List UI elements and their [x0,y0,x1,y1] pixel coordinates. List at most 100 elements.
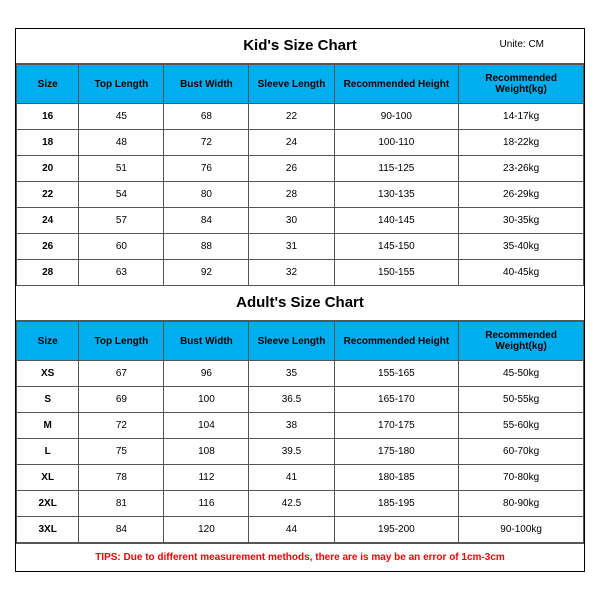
table-row: 1645682290-10014-17kg [17,104,584,130]
col-bust-width: Bust Width [164,65,249,104]
table-row: M7210438170-17555-60kg [17,413,584,439]
kids-table: Size Top Length Bust Width Sleeve Length… [16,64,584,286]
col-rec-weight: Recommended Weight(kg) [459,322,584,361]
table-cell: 75 [79,439,164,465]
table-cell: 48 [79,130,164,156]
col-top-length: Top Length [79,65,164,104]
table-cell: 26 [17,234,79,260]
table-cell: 80-90kg [459,491,584,517]
col-rec-height: Recommended Height [334,322,459,361]
table-cell: 90-100 [334,104,459,130]
table-cell: 18-22kg [459,130,584,156]
adults-table: Size Top Length Bust Width Sleeve Length… [16,321,584,543]
col-sleeve-length: Sleeve Length [249,65,334,104]
table-cell: 41 [249,465,334,491]
table-cell: 155-165 [334,361,459,387]
table-cell: 96 [164,361,249,387]
table-row: 2XL8111642.5185-19580-90kg [17,491,584,517]
table-cell: 31 [249,234,334,260]
table-cell: 60 [79,234,164,260]
table-cell: 84 [79,517,164,543]
table-cell: 84 [164,208,249,234]
table-cell: 76 [164,156,249,182]
table-cell: 165-170 [334,387,459,413]
table-cell: 28 [249,182,334,208]
table-row: 18487224100-11018-22kg [17,130,584,156]
table-row: 26608831145-15035-40kg [17,234,584,260]
table-cell: 100 [164,387,249,413]
table-cell: S [17,387,79,413]
tips-note: TIPS: Due to different measurement metho… [16,543,584,571]
table-cell: 26-29kg [459,182,584,208]
table-cell: 45-50kg [459,361,584,387]
kids-header-row: Size Top Length Bust Width Sleeve Length… [17,65,584,104]
table-cell: 22 [17,182,79,208]
table-cell: 100-110 [334,130,459,156]
table-cell: 35-40kg [459,234,584,260]
table-cell: 70-80kg [459,465,584,491]
table-row: 22548028130-13526-29kg [17,182,584,208]
col-rec-height: Recommended Height [334,65,459,104]
table-row: L7510839.5175-18060-70kg [17,439,584,465]
kids-title-row: Kid's Size Chart Unite: CM [16,29,584,64]
table-cell: 39.5 [249,439,334,465]
table-cell: 22 [249,104,334,130]
table-cell: 120 [164,517,249,543]
table-cell: 23-26kg [459,156,584,182]
col-bust-width: Bust Width [164,322,249,361]
table-cell: 67 [79,361,164,387]
table-cell: 72 [79,413,164,439]
table-cell: 68 [164,104,249,130]
table-cell: M [17,413,79,439]
table-cell: 80 [164,182,249,208]
col-sleeve-length: Sleeve Length [249,322,334,361]
table-cell: 180-185 [334,465,459,491]
table-cell: 81 [79,491,164,517]
col-top-length: Top Length [79,322,164,361]
table-cell: 112 [164,465,249,491]
table-cell: 30-35kg [459,208,584,234]
table-cell: 20 [17,156,79,182]
table-cell: 45 [79,104,164,130]
table-cell: 150-155 [334,260,459,286]
table-cell: 175-180 [334,439,459,465]
table-cell: 104 [164,413,249,439]
table-cell: 90-100kg [459,517,584,543]
table-cell: 3XL [17,517,79,543]
table-cell: 195-200 [334,517,459,543]
table-row: XL7811241180-18570-80kg [17,465,584,491]
table-cell: 88 [164,234,249,260]
table-cell: 28 [17,260,79,286]
table-cell: 72 [164,130,249,156]
table-cell: XL [17,465,79,491]
table-cell: 108 [164,439,249,465]
table-cell: 78 [79,465,164,491]
adults-title-row: Adult's Size Chart [16,286,584,321]
col-rec-weight: Recommended Weight(kg) [459,65,584,104]
table-cell: 40-45kg [459,260,584,286]
kids-title: Kid's Size Chart [243,37,357,54]
table-row: 3XL8412044195-20090-100kg [17,517,584,543]
table-cell: 185-195 [334,491,459,517]
table-cell: 18 [17,130,79,156]
table-cell: 170-175 [334,413,459,439]
table-cell: 36.5 [249,387,334,413]
table-cell: 69 [79,387,164,413]
table-row: 20517626115-12523-26kg [17,156,584,182]
size-chart-container: Kid's Size Chart Unite: CM Size Top Leng… [15,28,585,572]
col-size: Size [17,322,79,361]
table-cell: 16 [17,104,79,130]
table-cell: 24 [17,208,79,234]
table-cell: 35 [249,361,334,387]
table-cell: 38 [249,413,334,439]
table-cell: 2XL [17,491,79,517]
table-cell: 51 [79,156,164,182]
table-cell: 116 [164,491,249,517]
table-cell: L [17,439,79,465]
table-cell: 14-17kg [459,104,584,130]
table-cell: 30 [249,208,334,234]
table-cell: 140-145 [334,208,459,234]
table-cell: 63 [79,260,164,286]
table-cell: 42.5 [249,491,334,517]
adults-title: Adult's Size Chart [236,294,364,311]
